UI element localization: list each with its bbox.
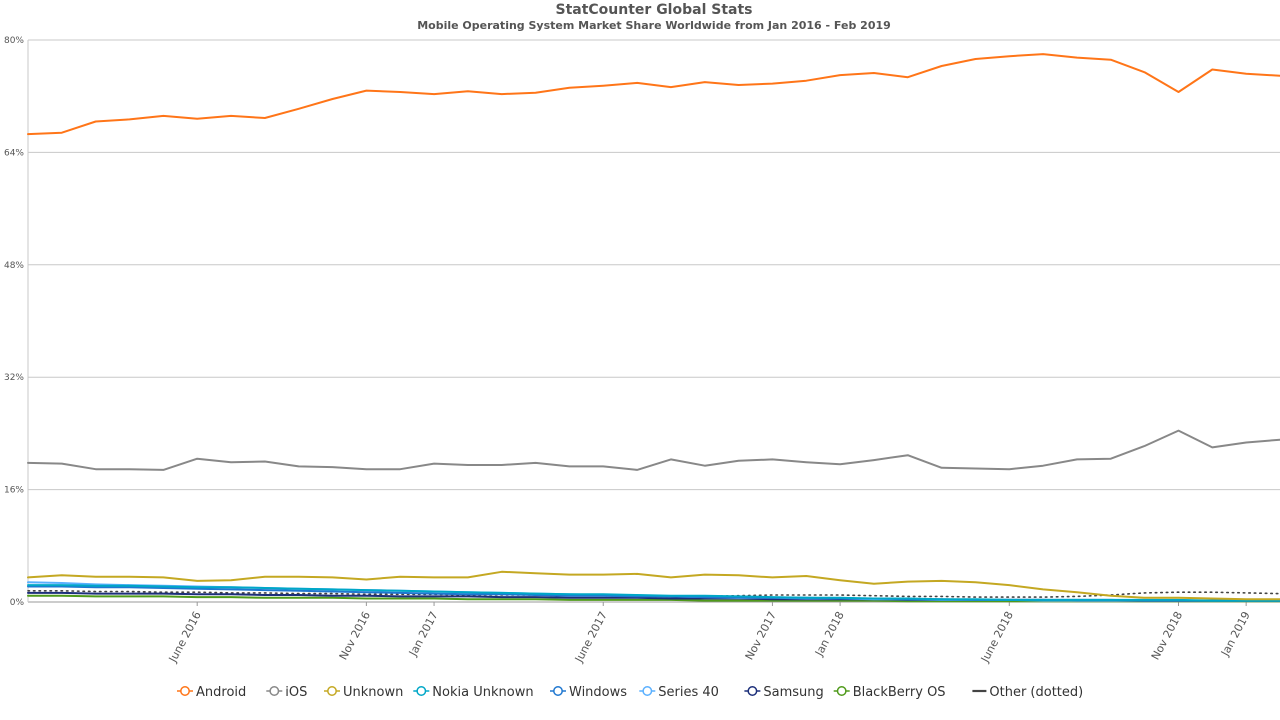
y-axis: 0% 16% 32% 48% 64% 80% bbox=[4, 36, 24, 608]
series-line-unknown bbox=[27, 570, 1280, 601]
series-line-ios bbox=[27, 429, 1280, 471]
legend-item-ios[interactable]: iOS bbox=[266, 685, 307, 700]
y-tick-label: 16% bbox=[4, 486, 24, 496]
series-line-android bbox=[27, 53, 1280, 136]
y-tick-label: 0% bbox=[10, 598, 25, 608]
x-tick-label: June 2017 bbox=[572, 609, 610, 665]
legend-marker bbox=[180, 686, 190, 696]
legend-label: Android bbox=[196, 685, 246, 700]
legend-marker bbox=[836, 686, 847, 696]
legend-item-blackberry-os[interactable]: BlackBerry OS bbox=[833, 685, 946, 700]
legend-item-nokia-unknown[interactable]: Nokia Unknown bbox=[413, 685, 534, 700]
x-tick-label: Jan 2019 bbox=[1218, 609, 1253, 659]
legend-label: Nokia Unknown bbox=[432, 685, 533, 700]
legend-item-android[interactable]: Android bbox=[177, 685, 246, 700]
x-tick-label: June 2018 bbox=[978, 609, 1016, 665]
legend-marker bbox=[327, 686, 337, 696]
chart-subtitle: Mobile Operating System Market Share Wor… bbox=[417, 19, 891, 32]
legend-label: Other (dotted) bbox=[989, 685, 1083, 700]
chart-title: StatCounter Global Stats bbox=[555, 2, 752, 18]
legend-item-series-40[interactable]: Series 40 bbox=[639, 685, 719, 700]
y-tick-label: 48% bbox=[4, 261, 24, 271]
legend: Android iOS Unknown Nokia Unknown Windows Ser… bbox=[177, 685, 1083, 700]
legend-marker bbox=[416, 686, 427, 696]
x-tick-label: Nov 2018 bbox=[1149, 609, 1185, 662]
legend-item-windows[interactable]: Windows bbox=[550, 685, 627, 700]
legend-marker bbox=[747, 686, 758, 696]
y-tick-label: 32% bbox=[4, 373, 24, 383]
grid bbox=[27, 39, 1280, 603]
x-axis: June 2016 Nov 2016 Jan 2017 June 2017 Nov 20… bbox=[166, 602, 1253, 665]
legend-label: Unknown bbox=[343, 685, 403, 700]
legend-label: BlackBerry OS bbox=[853, 685, 946, 700]
series-line-nokia-unknown bbox=[27, 584, 1280, 602]
x-tick-label: Nov 2017 bbox=[743, 609, 779, 662]
legend-item-other-dotted[interactable]: Other (dotted) bbox=[972, 685, 1083, 700]
plot-area bbox=[27, 53, 1280, 603]
y-tick-label: 80% bbox=[4, 36, 24, 46]
legend-label: Series 40 bbox=[658, 685, 719, 700]
x-tick-label: Jan 2018 bbox=[812, 609, 847, 659]
legend-label: iOS bbox=[285, 685, 307, 700]
x-tick-label: Jan 2017 bbox=[406, 609, 441, 659]
x-tick-label: Nov 2016 bbox=[337, 609, 373, 662]
legend-item-unknown[interactable]: Unknown bbox=[324, 685, 403, 700]
legend-item-samsung[interactable]: Samsung bbox=[744, 685, 824, 700]
legend-label: Windows bbox=[569, 685, 627, 700]
series-line-other-dotted bbox=[27, 589, 1280, 598]
y-tick-label: 64% bbox=[4, 148, 24, 158]
legend-marker bbox=[642, 686, 653, 696]
legend-marker bbox=[269, 686, 280, 696]
legend-label: Samsung bbox=[763, 685, 823, 700]
legend-marker bbox=[553, 686, 563, 696]
x-tick-label: June 2016 bbox=[166, 609, 204, 665]
